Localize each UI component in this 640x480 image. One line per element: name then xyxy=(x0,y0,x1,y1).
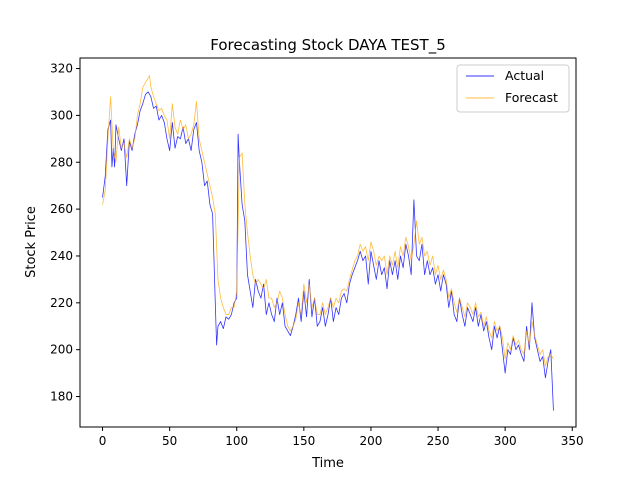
y-tick-label: 260 xyxy=(50,202,73,216)
legend-label-forecast: Forecast xyxy=(505,90,558,105)
y-tick-label: 200 xyxy=(50,343,73,357)
y-axis: 180 200 220 240 260 280 300 320 xyxy=(50,62,80,404)
y-tick-label: 320 xyxy=(50,62,73,76)
series-line-forecast xyxy=(102,75,554,367)
x-tick-label: 100 xyxy=(225,434,248,448)
y-tick-label: 300 xyxy=(50,108,73,122)
legend: Actual Forecast xyxy=(456,64,570,113)
series-layer xyxy=(102,75,554,411)
x-tick-label: 200 xyxy=(359,434,382,448)
x-tick-label: 300 xyxy=(494,434,517,448)
y-tick-label: 220 xyxy=(50,296,73,310)
y-tick-label: 280 xyxy=(50,155,73,169)
x-tick-label: 0 xyxy=(99,434,107,448)
y-tick-label: 240 xyxy=(50,249,73,263)
series-line-actual xyxy=(102,91,554,411)
legend-label-actual: Actual xyxy=(505,68,544,83)
y-tick-label: 180 xyxy=(50,390,73,404)
plot-frame xyxy=(79,57,577,428)
y-axis-label: Stock Price xyxy=(24,206,39,278)
x-axis: 0 50 100 150 200 250 300 350 xyxy=(99,427,584,448)
x-tick-label: 50 xyxy=(162,434,177,448)
x-tick-label: 250 xyxy=(427,434,450,448)
legend-box xyxy=(456,64,570,113)
x-tick-label: 150 xyxy=(292,434,315,448)
chart-title: Forecasting Stock DAYA TEST_5 xyxy=(210,36,446,55)
x-tick-label: 350 xyxy=(561,434,584,448)
x-axis-label: Time xyxy=(311,456,344,471)
